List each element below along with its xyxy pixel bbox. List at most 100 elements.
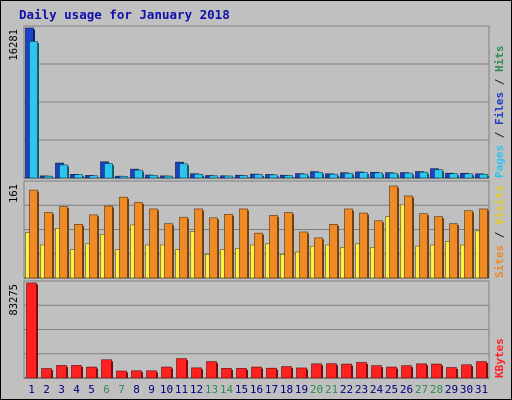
bar-sites-day-5: [89, 214, 98, 279]
bar-files-day-17: [269, 174, 278, 179]
bar-kbytes-day-1: [26, 282, 37, 379]
bar-sites-day-27: [419, 213, 428, 279]
axis-label-part: /: [493, 225, 506, 245]
bar-sites-day-11: [179, 216, 188, 279]
bar-kbytes-day-27: [416, 363, 427, 379]
bar-files-day-31: [479, 173, 488, 179]
bar-kbytes-day-9: [146, 370, 157, 379]
x-tick-label-day-2: 2: [43, 383, 50, 396]
bar-files-day-1: [29, 41, 38, 179]
bar-files-day-5: [89, 175, 98, 179]
panel-bottom-axis-label: KBytes: [493, 338, 506, 378]
axis-label-part: /: [493, 72, 506, 92]
bar-files-day-4: [74, 174, 83, 179]
x-tick-label-day-26: 26: [400, 383, 413, 396]
bar-kbytes-day-26: [401, 365, 412, 379]
axis-label-part: /: [493, 125, 506, 145]
bar-sites-day-6: [104, 205, 113, 279]
bar-sites-day-14: [224, 213, 233, 279]
panel-bottom: 83275 KBytes: [8, 280, 506, 379]
x-tick-label-day-4: 4: [73, 383, 80, 396]
x-tick-label-day-10: 10: [160, 383, 173, 396]
chart-title: Daily usage for January 2018: [19, 7, 230, 22]
bar-files-day-19: [299, 173, 308, 179]
bar-kbytes-day-16: [251, 366, 262, 379]
axis-label-part: KBytes: [493, 338, 506, 378]
x-tick-label-day-22: 22: [340, 383, 353, 396]
x-tick-label-day-31: 31: [475, 383, 488, 396]
bar-kbytes-day-11: [176, 358, 187, 379]
bar-sites-day-26: [404, 195, 413, 279]
x-tick-label-day-29: 29: [445, 383, 458, 396]
panel-top: 16281 Pages / Files / Hits: [8, 25, 506, 179]
bar-sites-day-15: [239, 208, 248, 279]
x-tick-label-day-11: 11: [175, 383, 188, 396]
bar-files-day-21: [329, 173, 338, 179]
panel-middle: 161 Sites / Visits: [8, 180, 506, 279]
bar-files-day-8: [134, 169, 143, 179]
bar-sites-day-9: [149, 208, 158, 279]
bar-files-day-10: [164, 175, 173, 179]
x-tick-label-day-7: 7: [118, 383, 125, 396]
bar-files-day-15: [239, 175, 248, 179]
x-tick-label-day-14: 14: [220, 383, 234, 396]
bar-sites-day-13: [209, 217, 218, 279]
x-tick-label-day-6: 6: [103, 383, 110, 396]
bar-kbytes-day-21: [326, 363, 337, 379]
bar-kbytes-day-17: [266, 367, 277, 379]
bar-kbytes-day-22: [341, 363, 352, 379]
bar-kbytes-day-6: [101, 359, 112, 379]
bar-files-day-3: [59, 164, 68, 179]
bar-sites-day-31: [479, 208, 488, 279]
bar-sites-day-4: [74, 224, 83, 279]
bar-kbytes-day-31: [476, 361, 487, 379]
bar-files-day-16: [254, 174, 263, 179]
bar-kbytes-day-10: [161, 366, 172, 379]
x-tick-label-day-12: 12: [190, 383, 203, 396]
bar-sites-day-2: [44, 212, 53, 279]
bar-kbytes-day-28: [431, 363, 442, 379]
bar-files-day-29: [449, 173, 458, 179]
bar-files-day-22: [344, 173, 353, 179]
bar-sites-day-12: [194, 208, 203, 279]
bar-sites-day-19: [299, 231, 308, 279]
bar-sites-day-22: [344, 208, 353, 279]
bar-kbytes-day-15: [236, 368, 247, 379]
x-tick-label-day-16: 16: [250, 383, 263, 396]
bar-sites-day-7: [119, 196, 128, 279]
bar-sites-day-28: [434, 216, 443, 279]
bar-sites-day-29: [449, 223, 458, 279]
bar-kbytes-day-4: [71, 365, 82, 379]
bar-sites-day-16: [254, 232, 263, 279]
bar-kbytes-day-20: [311, 363, 322, 379]
bar-files-day-30: [464, 173, 473, 179]
axis-label-part: Sites: [493, 245, 506, 278]
bar-kbytes-day-18: [281, 366, 292, 379]
panel-bottom-max-label: 83275: [8, 284, 20, 316]
bar-kbytes-day-12: [191, 367, 202, 379]
bar-sites-day-17: [269, 215, 278, 279]
x-tick-label-day-9: 9: [148, 383, 155, 396]
axis-label-part: Files: [493, 92, 506, 125]
panel-top-max-label: 16281: [8, 29, 20, 61]
bar-files-day-28: [434, 169, 443, 179]
bar-files-day-2: [44, 175, 53, 179]
x-tick-label-day-23: 23: [355, 383, 368, 396]
bar-files-day-11: [179, 163, 188, 179]
x-tick-label-day-25: 25: [385, 383, 398, 396]
bar-kbytes-day-25: [386, 366, 397, 379]
bar-sites-day-1: [29, 189, 38, 279]
bar-sites-day-20: [314, 237, 323, 279]
bar-sites-day-25: [389, 185, 398, 279]
bar-sites-day-30: [464, 210, 473, 279]
bar-files-day-7: [119, 176, 128, 179]
x-tick-label-day-19: 19: [295, 383, 308, 396]
bar-kbytes-day-8: [131, 370, 142, 379]
x-tick-label-day-24: 24: [370, 383, 384, 396]
bar-files-day-20: [314, 171, 323, 179]
x-tick-label-day-27: 27: [415, 383, 428, 396]
bar-kbytes-day-2: [41, 368, 52, 379]
